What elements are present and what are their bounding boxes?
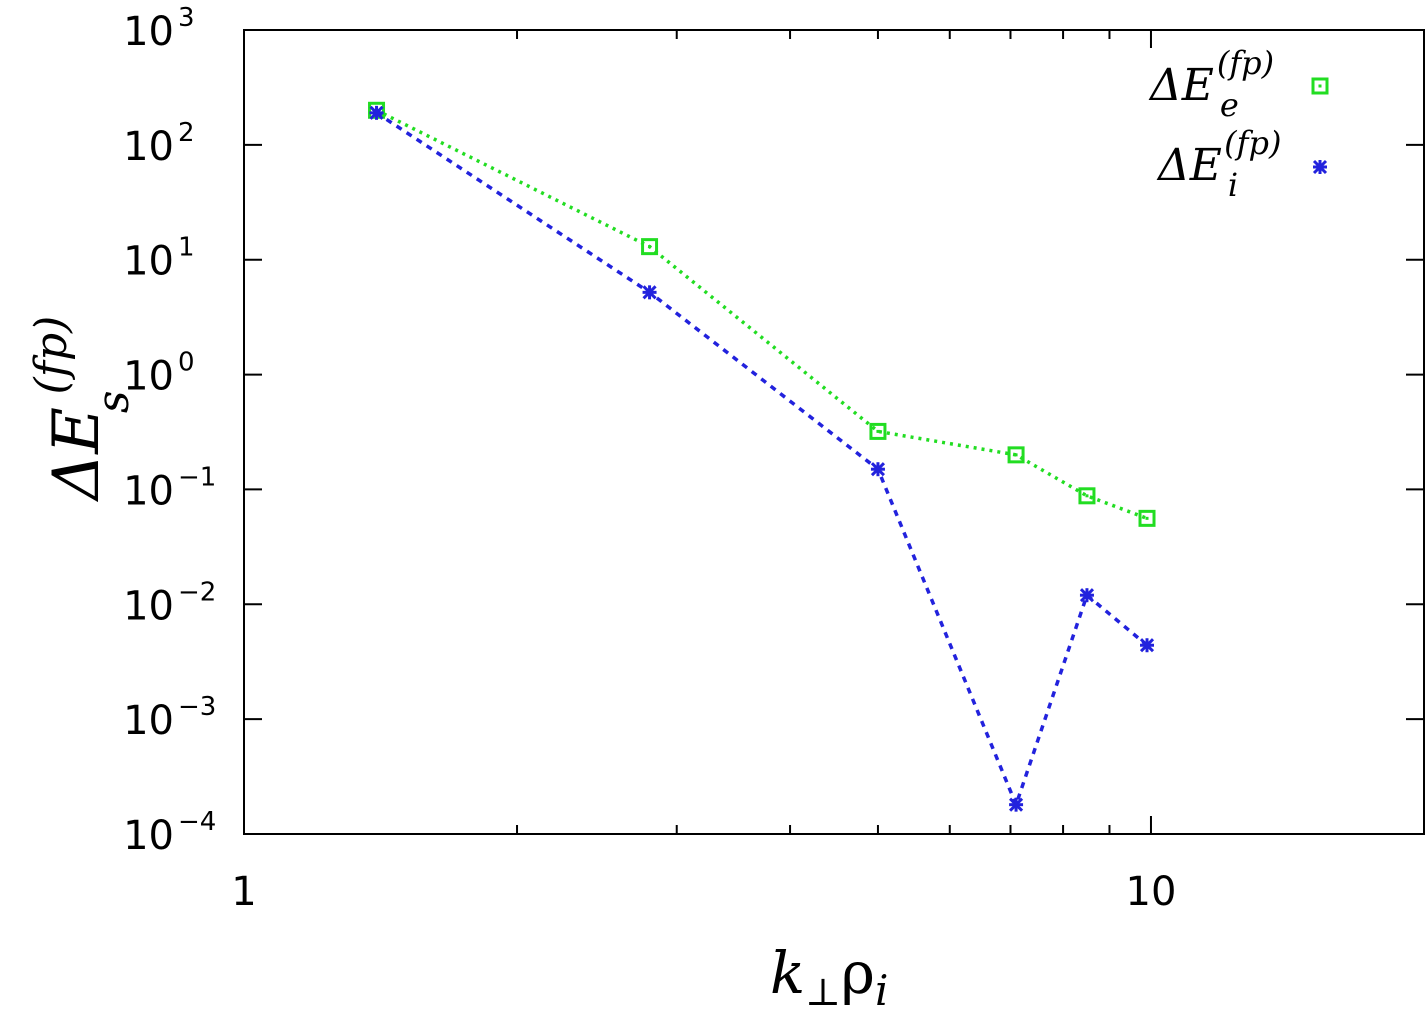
- legend-marker-symbol-ions: [1312, 159, 1328, 175]
- x-label-k: k: [770, 939, 805, 1007]
- series-line-electrons: [375, 108, 1148, 520]
- x-label-rho: ρ: [841, 939, 875, 1007]
- x-label-perp: ⊥: [805, 970, 841, 1011]
- data-point-electrons-1: [641, 238, 659, 256]
- y-tick-label-0: 10: [123, 9, 174, 55]
- data-point-ions-1: [642, 285, 657, 300]
- y-tick-label-2: 10: [123, 239, 174, 285]
- y-tick-exp-6: −3: [178, 692, 216, 722]
- series-line-ions: [375, 111, 1149, 810]
- plot-frame: [243, 29, 1425, 835]
- data-point-electrons-5: [1138, 509, 1156, 527]
- data-point-ions-4: [1079, 588, 1095, 603]
- y-tick-label-5: 10: [123, 583, 174, 629]
- x-tick-label-0: 1: [231, 869, 256, 915]
- data-point-ions-3: [1009, 797, 1024, 812]
- axis-ticks: [243, 29, 1424, 835]
- y-tick-label-4: 10: [123, 468, 174, 514]
- y-tick-exp-1: 2: [178, 118, 195, 148]
- y-tick-exp-4: −1: [178, 462, 216, 492]
- y-axis-label: ΔEs (fp): [26, 316, 139, 503]
- legend: ΔE e(fp) ΔE i(fp): [1148, 44, 1329, 204]
- y-label-delta-e: ΔE: [40, 407, 114, 503]
- data-point-electrons-3: [1007, 446, 1025, 464]
- data-point-ions-2: [870, 462, 886, 477]
- data-point-ions-0: [369, 105, 384, 120]
- legend-label-ions: ΔE i(fp): [1156, 124, 1281, 204]
- y-label-sub: s: [88, 390, 139, 413]
- legend-label-electrons: ΔE e(fp): [1148, 44, 1274, 124]
- legend-marker-electrons: [1311, 77, 1329, 95]
- svg-text:ΔEs(fp): ΔEs (fp): [26, 316, 139, 503]
- y-tick-label-3: 10: [123, 354, 174, 400]
- data-point-electrons-4: [1078, 487, 1096, 505]
- x-tick-label-1: 10: [1126, 869, 1177, 915]
- y-tick-label-7: 10: [123, 813, 174, 859]
- x-axis-label: k⊥ρi: [770, 939, 888, 1011]
- data-point-electrons-2: [869, 422, 887, 440]
- data-point-ions-5: [1139, 638, 1155, 653]
- y-tick-exp-2: 1: [178, 233, 195, 263]
- y-tick-label-1: 10: [123, 124, 174, 170]
- y-tick-exp-3: 0: [178, 348, 195, 378]
- y-tick-exp-0: 3: [178, 3, 195, 33]
- y-tick-label-6: 10: [123, 698, 174, 744]
- y-tick-exp-7: −4: [178, 807, 216, 837]
- y-tick-exp-5: −2: [178, 577, 216, 607]
- y-label-sup: (fp): [26, 316, 77, 395]
- series-layer: [368, 101, 1156, 812]
- legend-marker-symbol-electrons: [1311, 77, 1329, 95]
- x-label-rho-sub: i: [875, 966, 888, 1011]
- legend-marker-ions: [1312, 159, 1328, 175]
